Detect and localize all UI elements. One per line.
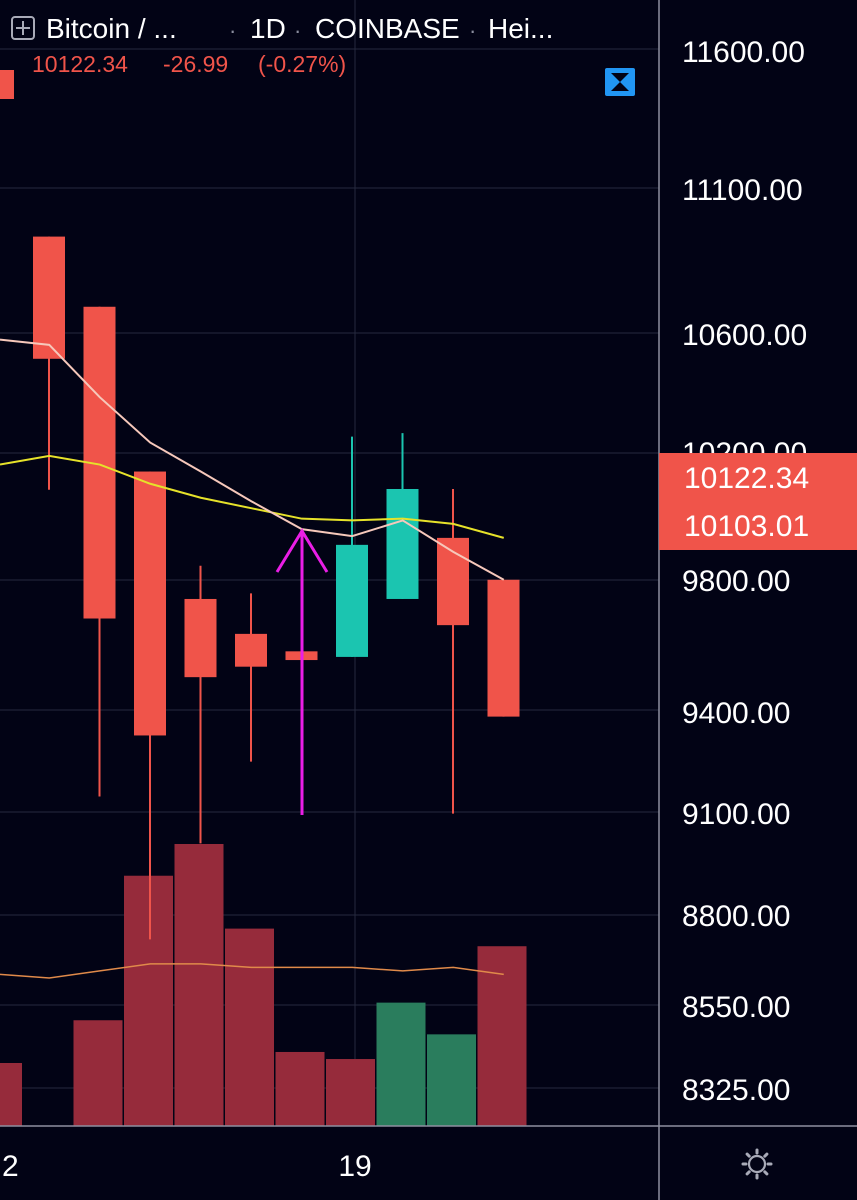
volume-moving-average bbox=[0, 963, 504, 979]
volume-bar bbox=[174, 844, 224, 1126]
volume-pane bbox=[0, 844, 527, 1126]
price-axis[interactable]: 11600.0011100.0010600.0010200.009800.009… bbox=[682, 36, 807, 1107]
y-tick-label: 8800.00 bbox=[682, 900, 790, 933]
moving-average-fast bbox=[0, 338, 505, 581]
candle-body bbox=[487, 579, 520, 717]
volume-bar bbox=[73, 1020, 123, 1126]
candle bbox=[33, 236, 65, 490]
y-tick-label: 9100.00 bbox=[682, 798, 790, 831]
candle bbox=[184, 565, 217, 844]
candle bbox=[386, 433, 419, 599]
chart-legend: Bitcoin / ... · 1D · COINBASE · Hei... 1… bbox=[11, 13, 553, 77]
price-tags: 10122.34 10103.01 bbox=[659, 453, 857, 550]
legend-separator: · bbox=[229, 18, 236, 43]
volume-bar bbox=[326, 1059, 375, 1126]
y-tick-label: 9800.00 bbox=[682, 565, 790, 598]
symbol-name[interactable]: Bitcoin / ... bbox=[46, 13, 177, 44]
price-change-percent: (-0.27%) bbox=[258, 51, 346, 77]
candle bbox=[336, 436, 368, 657]
candle-body bbox=[184, 598, 217, 678]
volume-bar bbox=[376, 1002, 426, 1126]
y-tick-label: 8550.00 bbox=[682, 991, 790, 1024]
close-price-tag bbox=[659, 501, 857, 550]
volume-bar bbox=[427, 1034, 476, 1126]
volume-bar bbox=[477, 946, 527, 1126]
candle-partial bbox=[0, 70, 14, 99]
moving-averages bbox=[0, 338, 505, 581]
candle-body bbox=[235, 633, 267, 667]
y-tick-label: 11600.00 bbox=[682, 36, 805, 69]
candle bbox=[134, 471, 166, 940]
time-axis[interactable]: 2 19 bbox=[2, 1150, 372, 1183]
interval-label[interactable]: 1D bbox=[250, 13, 286, 44]
y-tick-label: 10600.00 bbox=[682, 319, 807, 352]
candle-body bbox=[386, 488, 419, 599]
candle bbox=[487, 579, 520, 717]
volume-bar bbox=[225, 928, 274, 1126]
candle-body bbox=[33, 236, 65, 359]
legend-separator: · bbox=[294, 18, 301, 43]
x-tick-label: 19 bbox=[338, 1150, 371, 1183]
exchange-label: COINBASE bbox=[315, 13, 460, 44]
volume-bar bbox=[124, 875, 173, 1126]
close-price-tag-label: 10103.01 bbox=[684, 510, 809, 543]
x-tick-label: 2 bbox=[2, 1150, 19, 1183]
last-price-tag bbox=[659, 453, 857, 501]
hourglass-icon[interactable] bbox=[605, 68, 635, 96]
add-symbol-icon[interactable] bbox=[11, 16, 35, 40]
volume-bar bbox=[275, 1051, 325, 1126]
annotation-arrow[interactable] bbox=[275, 528, 329, 815]
gear-icon[interactable] bbox=[741, 1148, 773, 1180]
volume-bar-partial bbox=[0, 1063, 22, 1126]
candle-body bbox=[336, 544, 368, 657]
y-tick-label: 11100.00 bbox=[682, 174, 803, 207]
chart-style-label[interactable]: Hei... bbox=[488, 13, 553, 44]
arrow-head bbox=[275, 528, 329, 573]
candle-body bbox=[134, 471, 166, 736]
price-change-value: -26.99 bbox=[163, 51, 228, 77]
moving-average-slow bbox=[0, 454, 505, 539]
y-tick-label: 9400.00 bbox=[682, 697, 790, 730]
y-tick-label: 8325.00 bbox=[682, 1074, 790, 1107]
last-price-value: 10122.34 bbox=[32, 51, 128, 77]
last-price-tag-label: 10122.34 bbox=[684, 462, 809, 495]
legend-separator: · bbox=[469, 18, 476, 43]
candle bbox=[235, 593, 267, 762]
